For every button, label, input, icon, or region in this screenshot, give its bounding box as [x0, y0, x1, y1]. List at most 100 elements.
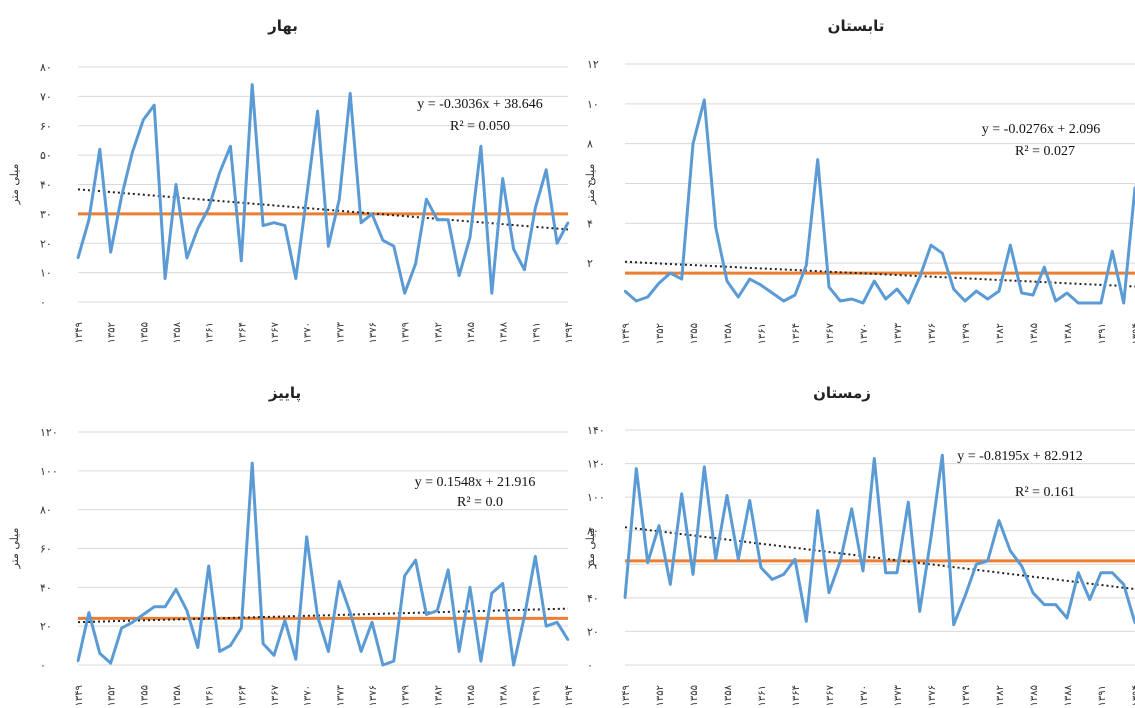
data-point	[759, 566, 763, 569]
data-point	[501, 582, 504, 585]
chart-title: بهار	[267, 17, 298, 35]
data-point	[490, 591, 493, 595]
data-point	[737, 558, 740, 561]
data-series-line	[623, 453, 1135, 627]
data-point	[251, 83, 254, 86]
data-point	[359, 650, 363, 653]
data-point	[555, 242, 559, 245]
data-point	[338, 580, 341, 583]
data-point	[1077, 301, 1080, 305]
data-point	[392, 244, 395, 248]
data-point	[555, 621, 559, 624]
trend-equation: y = -0.3036x + 38.646	[417, 97, 542, 112]
data-point	[884, 297, 887, 301]
data-point	[873, 279, 876, 283]
x-tick-label: ۱۳۶۴	[791, 685, 802, 706]
data-point	[501, 177, 504, 180]
data-point	[196, 646, 199, 649]
data-point	[447, 568, 450, 572]
data-point	[737, 295, 740, 299]
x-tick-label: ۱۳۷۶	[368, 685, 379, 706]
y-tick-label: ۸	[587, 138, 593, 151]
y-axis-label: میلی متر	[584, 163, 597, 205]
data-point	[425, 197, 428, 201]
data-point	[1031, 293, 1035, 297]
data-point	[1122, 301, 1125, 305]
data-point	[827, 285, 831, 289]
y-axis-label: میلی متر	[584, 527, 597, 569]
data-point	[98, 148, 101, 151]
x-tick-label: ۱۳۷۳	[893, 322, 904, 344]
x-tick-label: ۱۳۷۰	[859, 323, 870, 344]
x-tick-label: ۱۳۶۴	[237, 322, 248, 343]
x-tick-label: ۱۳۵۵	[139, 322, 150, 343]
y-tick-label: ۰	[40, 659, 46, 672]
data-point	[759, 283, 763, 287]
data-point	[1009, 244, 1012, 247]
data-point	[680, 492, 683, 495]
data-point	[669, 583, 672, 586]
y-tick-label: ۴۰	[40, 179, 52, 192]
data-point	[349, 92, 352, 95]
data-point	[425, 613, 428, 616]
data-point	[316, 109, 319, 113]
data-series-line	[76, 83, 570, 295]
data-point	[392, 659, 395, 663]
data-point	[918, 610, 921, 613]
data-point	[327, 650, 330, 653]
data-point	[153, 103, 156, 107]
data-point	[240, 259, 243, 263]
x-tick-label: ۱۳۶۷	[270, 684, 281, 706]
data-point	[703, 465, 706, 469]
data-point	[545, 624, 548, 628]
x-tick-label: ۱۳۸۲	[995, 685, 1006, 706]
data-point	[174, 588, 178, 591]
data-point	[370, 212, 374, 216]
data-point	[98, 652, 101, 655]
data-point	[240, 626, 243, 630]
data-point	[218, 650, 221, 653]
y-tick-label: ۱۲۰	[40, 426, 58, 439]
data-point	[523, 268, 526, 271]
x-tick-label: ۱۳۶۱	[205, 322, 216, 343]
x-tick-label: ۱۳۵۵	[689, 685, 700, 706]
x-tick-label: ۱۳۶۱	[757, 685, 768, 706]
trend-equation: y = 0.1548x + 21.916	[415, 475, 536, 490]
y-tick-label: ۳۰	[40, 208, 52, 221]
data-point	[131, 621, 134, 624]
chart-panel-1: ۰ ۱۰ ۲۰ ۳۰ ۴۰ ۵۰ ۶۰ ۷۰ ۸۰ ۱۳۴۹ ۱۳۵۲ ۱۳۵۵ ۱۳۵۸ ۱۳۶۱ ۱۳۶…	[8, 17, 575, 343]
data-point	[349, 611, 352, 614]
x-tick-label: ۱۳۶۷	[825, 322, 836, 344]
data-point	[782, 299, 785, 303]
data-point	[839, 559, 842, 563]
data-point	[131, 150, 134, 154]
x-tick-label: ۱۳۷۳	[335, 684, 346, 706]
x-tick-label: ۱۳۴۹	[621, 323, 632, 344]
x-tick-label: ۱۳۵۲	[107, 685, 118, 706]
x-tick-label: ۱۳۷۰	[303, 322, 314, 343]
data-point	[327, 244, 330, 248]
data-point	[1122, 583, 1125, 586]
data-point	[414, 262, 417, 266]
data-point	[490, 291, 493, 295]
x-tick-label: ۱۳۸۸	[499, 321, 510, 343]
data-point	[850, 297, 853, 301]
y-tick-label: ۱۰۰	[40, 465, 58, 478]
y-tick-label: ۱۲	[587, 58, 599, 71]
y-tick-label: ۶۰	[587, 558, 599, 571]
x-tick-label: ۱۳۵۸	[172, 684, 183, 706]
data-point	[142, 118, 145, 122]
data-point	[468, 586, 472, 589]
chart-title: تابستان	[828, 17, 885, 35]
x-tick-label: ۱۳۸۲	[433, 685, 444, 706]
data-point	[1088, 301, 1091, 305]
r-squared: R² = 0.0	[457, 495, 503, 510]
data-point	[381, 239, 385, 242]
data-point	[207, 206, 210, 210]
x-tick-label: ۱۳۷۰	[303, 685, 314, 706]
data-point	[436, 609, 439, 612]
x-tick-label: ۱۳۷۹	[961, 685, 972, 706]
data-point	[185, 256, 189, 260]
data-point	[142, 613, 145, 616]
x-tick-label: ۱۳۵۵	[139, 685, 150, 706]
